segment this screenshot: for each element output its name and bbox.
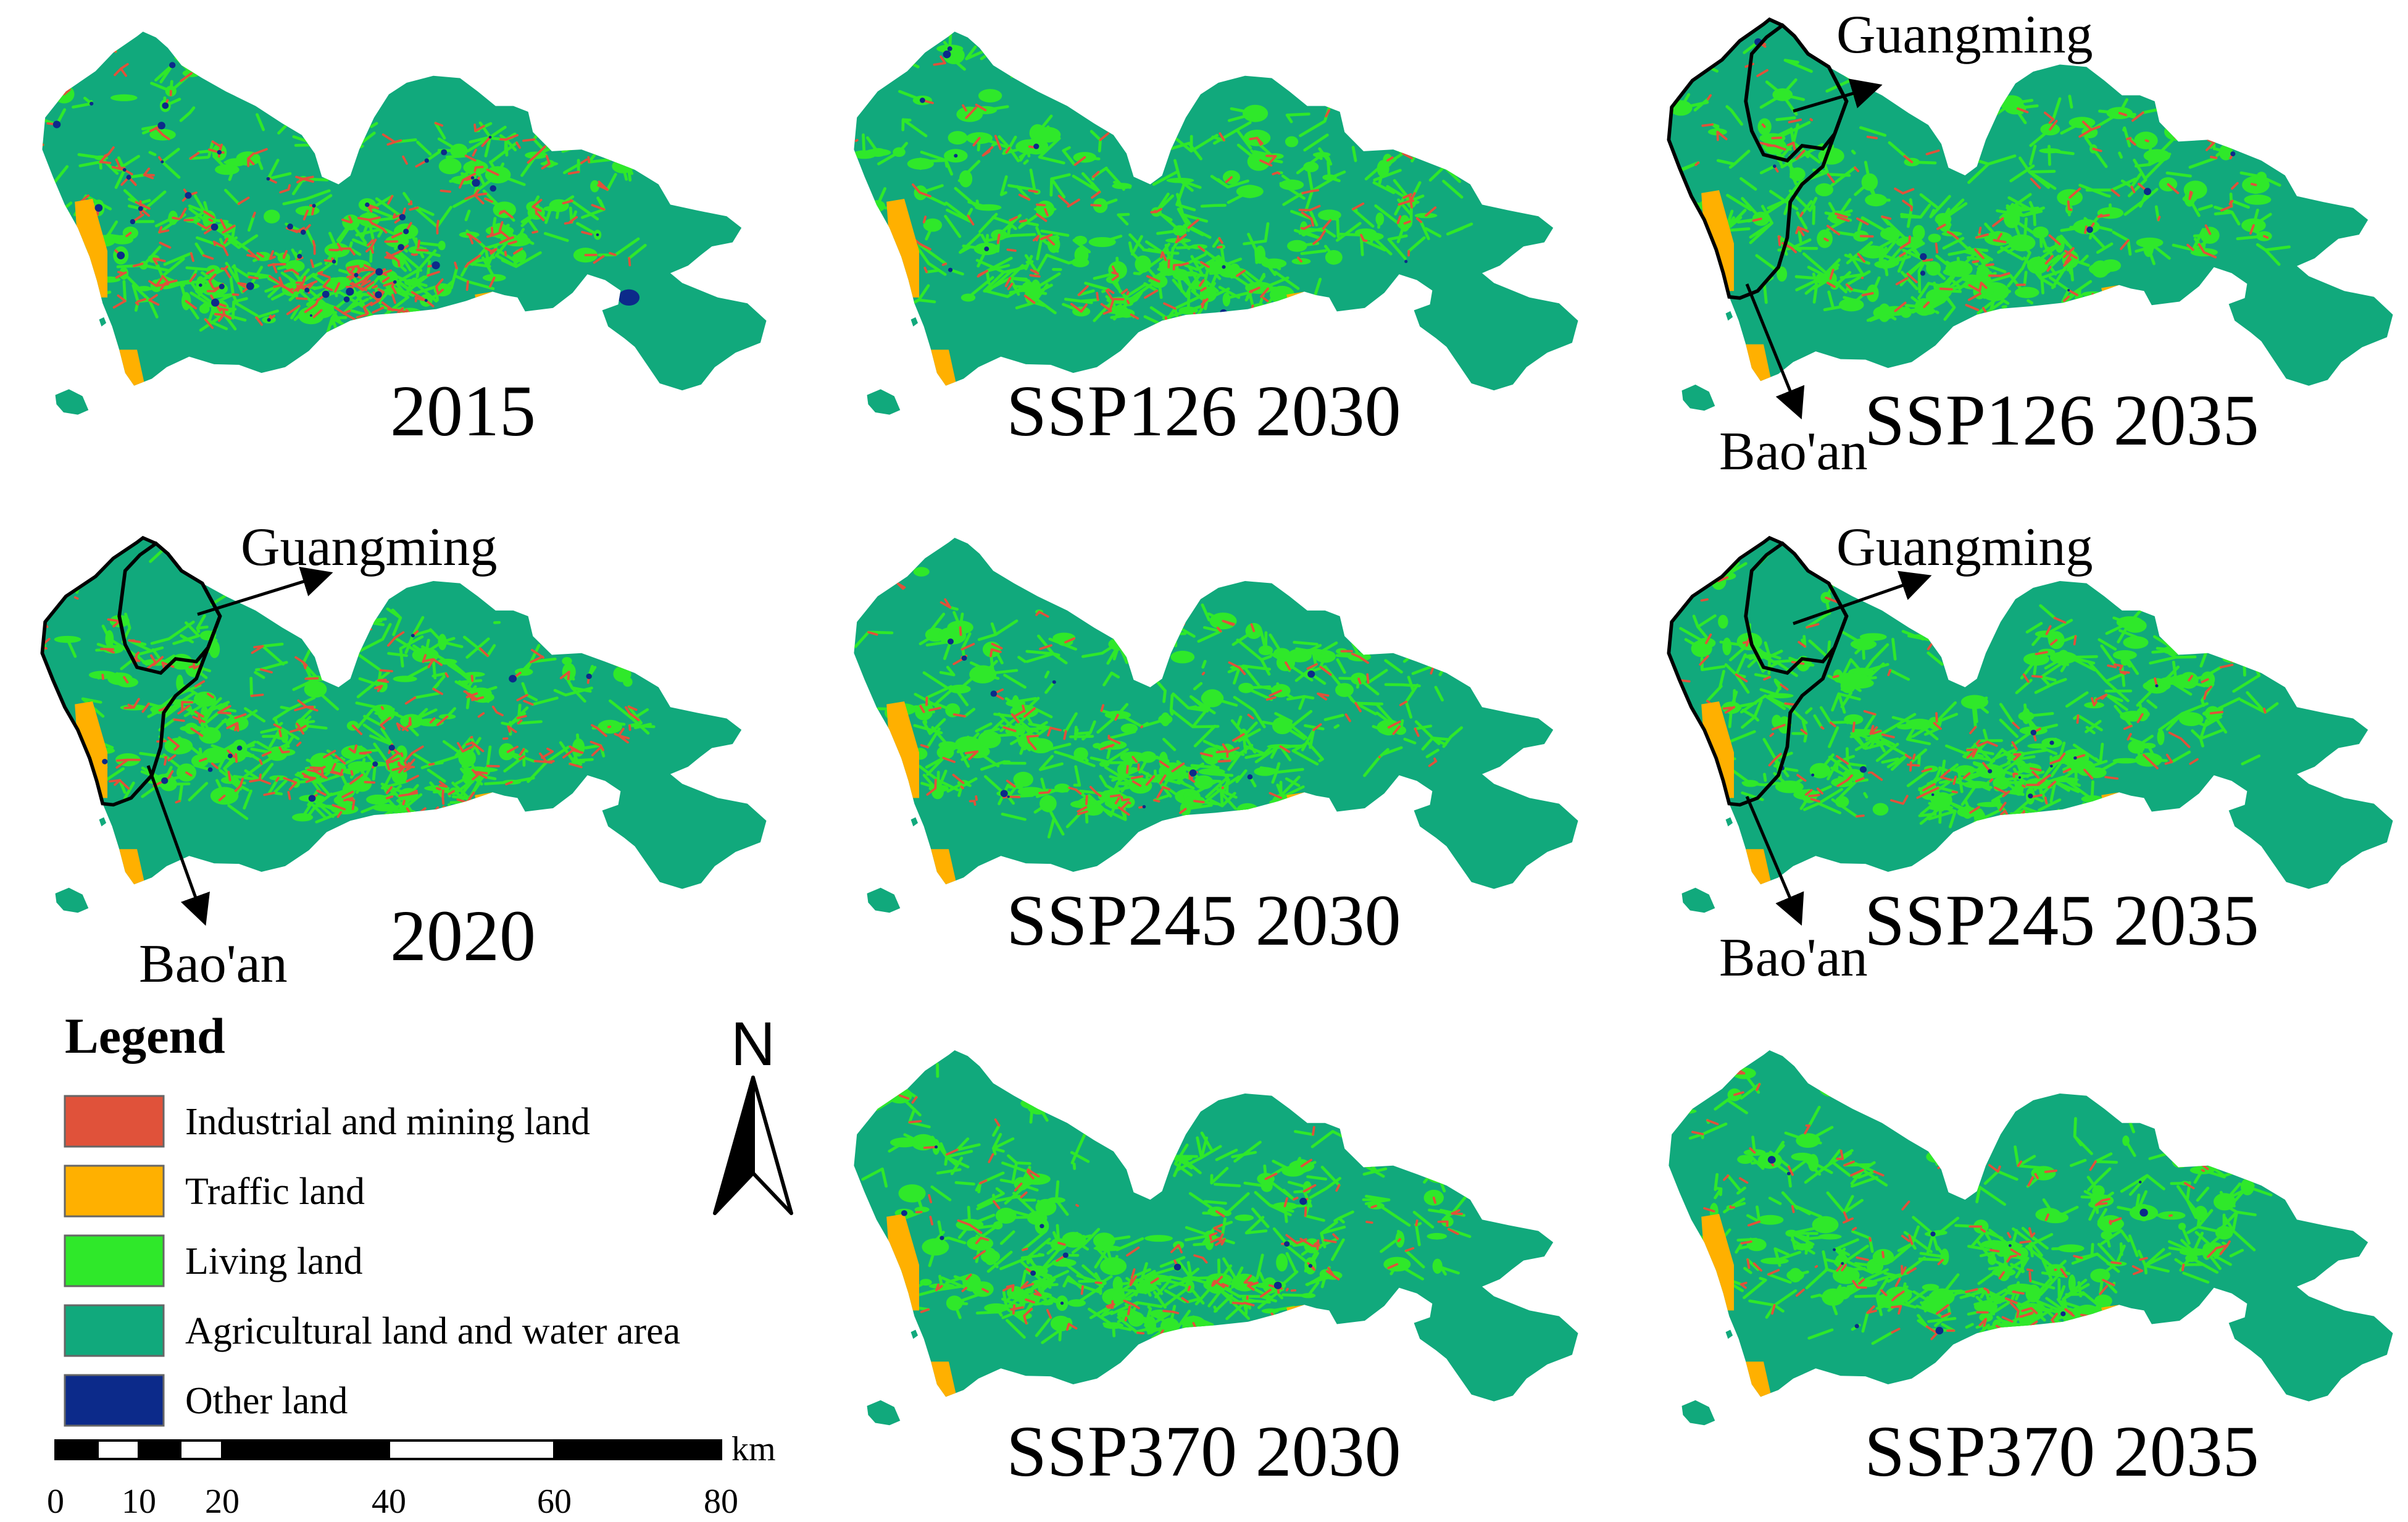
legend-swatch — [64, 1374, 165, 1427]
legend-label: Traffic land — [185, 1171, 365, 1213]
panel-title-ssp370-2035: SSP370 2035 — [1864, 1411, 2259, 1492]
scale-bar-segment — [221, 1439, 390, 1460]
land-area — [854, 31, 1578, 391]
panel-title-2020: 2020 — [390, 895, 536, 976]
island — [55, 389, 89, 415]
scale-unit: km — [731, 1430, 776, 1468]
islet — [99, 817, 107, 827]
scale-bar-segment — [388, 1439, 556, 1460]
map-panel-ssp126-2030 — [854, 31, 1578, 415]
shenzhen-land-use-map — [42, 31, 767, 415]
north-arrow: N — [713, 1010, 793, 1215]
islet — [1725, 311, 1733, 321]
island — [867, 389, 901, 415]
map-panel-ssp245-2030 — [854, 538, 1578, 913]
scale-bar-segments — [54, 1439, 722, 1460]
scale-bar-segment — [138, 1439, 181, 1460]
guangming-arrow-icon — [197, 566, 333, 616]
panel-title-ssp126-2035: SSP126 2035 — [1864, 380, 2259, 461]
panel-title-ssp370-2030: SSP370 2030 — [1006, 1411, 1401, 1492]
scale-bar: km 0 10 20 40 60 80 — [47, 1430, 776, 1521]
baoan-arrow-icon — [1745, 796, 1804, 926]
baoan-arrow-icon — [146, 765, 210, 926]
baoan-arrow-icon — [1745, 283, 1805, 420]
district-label-baoan: Bao'an — [1719, 928, 1868, 988]
scale-bar-segment — [179, 1439, 223, 1460]
guangming-arrow-icon — [1793, 571, 1932, 625]
map-panel-ssp245-2035 — [1667, 532, 2393, 913]
district-label-baoan: Bao'an — [1719, 422, 1868, 482]
legend-label: Agricultural land and water area — [185, 1310, 680, 1352]
island — [1681, 887, 1715, 913]
land-area — [1669, 1050, 2393, 1402]
scale-bar-segment — [96, 1439, 140, 1460]
map-panel-2015 — [42, 31, 767, 415]
island — [1681, 1400, 1715, 1426]
island — [867, 1400, 901, 1426]
legend-label: Industrial and mining land — [185, 1101, 590, 1143]
shenzhen-land-use-map — [854, 538, 1578, 913]
legend-swatch — [64, 1095, 165, 1148]
district-label-guangming: Guangming — [241, 517, 498, 577]
map-panel-2020 — [29, 529, 767, 913]
island — [55, 887, 89, 913]
district-label-baoan: Bao'an — [139, 934, 288, 994]
panel-title-ssp245-2035: SSP245 2035 — [1864, 880, 2259, 961]
map-panel-ssp370-2030 — [854, 1050, 1578, 1426]
district-callouts-2020: Guangming Bao'an — [139, 517, 498, 994]
scale-bar-segment — [54, 1439, 99, 1460]
district-callouts-ssp126-2035: Guangming Bao'an — [1719, 5, 2093, 482]
islet — [99, 317, 107, 327]
islet — [910, 1329, 919, 1339]
district-label-guangming: Guangming — [1836, 517, 2093, 577]
scale-tick-label: 80 — [704, 1482, 738, 1521]
shenzhen-land-use-map — [1667, 532, 2393, 913]
scale-bar-segment — [553, 1439, 722, 1460]
map-panel-ssp370-2035 — [1669, 1050, 2393, 1426]
island — [1681, 384, 1715, 411]
panel-title-ssp245-2030: SSP245 2030 — [1006, 880, 1401, 961]
map-panel-ssp126-2035 — [1669, 9, 2393, 411]
shenzhen-land-use-map — [854, 1050, 1578, 1426]
legend-swatch — [64, 1304, 165, 1357]
shenzhen-land-use-map — [854, 31, 1578, 415]
north-arrow-icon — [713, 1076, 793, 1215]
scale-tick-label: 40 — [372, 1482, 406, 1521]
legend-swatch — [64, 1164, 165, 1218]
guangming-arrow-icon — [1793, 78, 1883, 113]
district-callouts-ssp245-2035: Guangming Bao'an — [1719, 517, 2093, 988]
north-letter: N — [731, 1010, 775, 1079]
scale-tick-label: 10 — [122, 1482, 156, 1521]
legend-items: Industrial and mining land Traffic land Li… — [64, 1095, 680, 1427]
legend-label: Other land — [185, 1380, 348, 1422]
district-label-guangming: Guangming — [1836, 5, 2093, 65]
panel-title-2015: 2015 — [390, 370, 536, 451]
islet — [1725, 817, 1733, 827]
legend-label: Living land — [185, 1240, 363, 1282]
islet — [1725, 1329, 1733, 1339]
islet — [910, 317, 919, 327]
scale-tick-label: 0 — [47, 1482, 64, 1521]
scale-tick-label: 60 — [537, 1482, 572, 1521]
shenzhen-land-use-map — [1669, 1050, 2393, 1426]
land-area — [42, 538, 767, 889]
legend-swatch — [64, 1234, 165, 1287]
scale-tick-label: 20 — [205, 1482, 240, 1521]
islet — [910, 817, 919, 827]
legend-title: Legend — [65, 1008, 225, 1064]
island — [867, 887, 901, 913]
panel-title-ssp126-2030: SSP126 2030 — [1006, 370, 1401, 451]
legend: Legend Industrial and mining land Traffic… — [64, 1008, 680, 1427]
land-use-texture — [1669, 19, 2291, 386]
land-area — [854, 538, 1578, 889]
land-use-texture — [854, 31, 1473, 391]
shenzhen-land-use-map — [1669, 9, 2393, 411]
shenzhen-land-use-map — [29, 529, 767, 913]
